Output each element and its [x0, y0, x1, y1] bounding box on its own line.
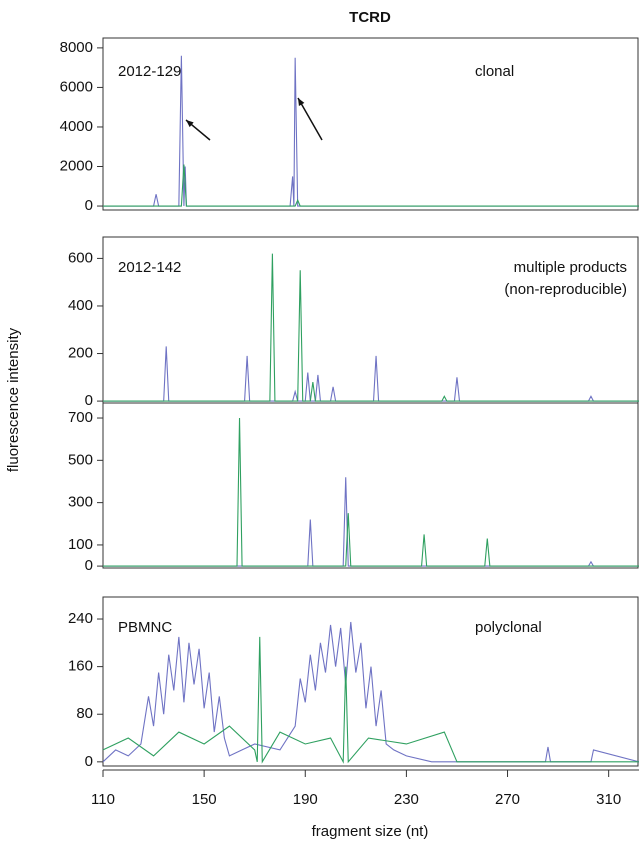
- y-tick-label: 240: [68, 610, 93, 627]
- trace: [103, 164, 639, 207]
- annotation: clonal: [475, 63, 514, 80]
- annotation: (non-reproducible): [504, 281, 627, 298]
- trace: [103, 346, 639, 402]
- x-tick-label: 190: [293, 791, 318, 808]
- trace: [103, 418, 639, 567]
- chart-title: TCRD: [349, 9, 391, 26]
- panel-frame: [102, 37, 639, 211]
- trace: [102, 636, 639, 764]
- y-tick-label: 0: [85, 197, 93, 214]
- y-tick-label: 0: [85, 557, 93, 574]
- arrow-head: [298, 98, 305, 106]
- trace: [102, 621, 639, 763]
- y-tick-label: 400: [68, 297, 93, 314]
- arrow-head: [186, 120, 194, 128]
- trace: [103, 477, 639, 567]
- annotation: 2012-129: [118, 63, 181, 80]
- x-tick-label: 230: [394, 791, 419, 808]
- x-tick-label: 270: [495, 791, 520, 808]
- y-tick-label: 300: [68, 494, 93, 511]
- trace: [103, 55, 639, 207]
- y-tick-label: 100: [68, 536, 93, 553]
- x-tick-label: 150: [192, 791, 217, 808]
- y-tick-label: 500: [68, 451, 93, 468]
- panel-frame: [102, 402, 639, 569]
- trace: [103, 253, 639, 402]
- y-tick-label: 600: [68, 249, 93, 266]
- y-tick-label: 0: [85, 753, 93, 770]
- y-tick-label: 8000: [60, 39, 93, 56]
- x-axis-label: fragment size (nt): [312, 823, 429, 840]
- x-tick-label: 110: [91, 791, 115, 808]
- y-axis-label: fluorescence intensity: [5, 327, 22, 472]
- y-tick-label: 4000: [60, 118, 93, 135]
- panel-frame: [102, 596, 639, 767]
- y-tick-label: 6000: [60, 78, 93, 95]
- y-tick-label: 200: [68, 345, 93, 362]
- y-tick-label: 0: [85, 392, 93, 409]
- y-tick-label: 700: [68, 409, 93, 426]
- annotation: polyclonal: [475, 619, 542, 636]
- y-tick-label: 80: [76, 705, 93, 722]
- x-tick-label: 310: [596, 791, 621, 808]
- arrow: [297, 97, 323, 141]
- y-tick-label: 2000: [60, 157, 93, 174]
- annotation: 2012-142: [118, 259, 181, 276]
- annotation: multiple products: [514, 259, 627, 276]
- y-tick-label: 160: [68, 658, 93, 675]
- annotation: PBMNC: [118, 619, 172, 636]
